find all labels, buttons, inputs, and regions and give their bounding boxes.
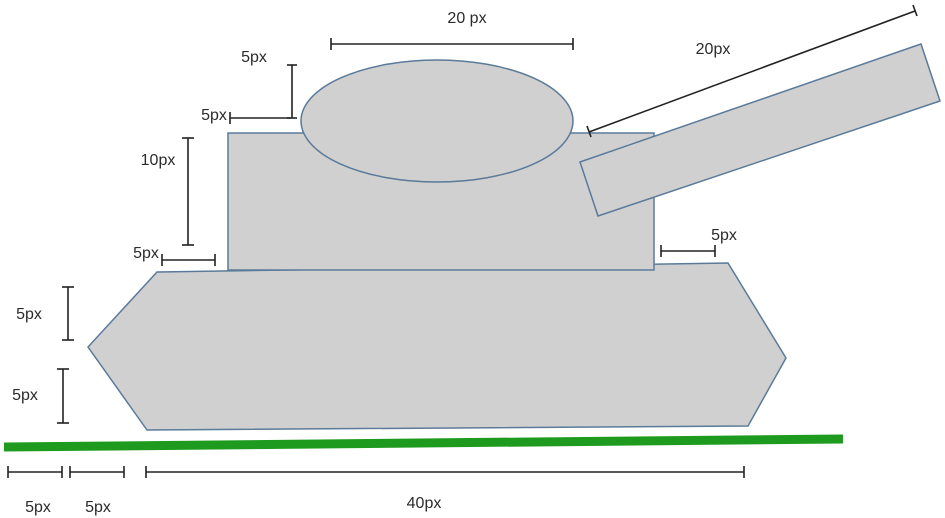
tank-barrel	[579, 43, 941, 217]
dimension-bottom-length	[145, 466, 745, 478]
dimension-body-inset-left	[161, 254, 216, 266]
ground-line	[3, 434, 844, 452]
dimension-body-height	[182, 137, 194, 246]
dimension-body-inset-right	[660, 245, 716, 257]
tank-turret	[300, 59, 574, 183]
label-bottom-length: 40px	[407, 495, 442, 512]
dimension-turret-width	[330, 38, 574, 50]
label-hull-lower: 5px	[12, 387, 38, 404]
dimension-turret-height	[287, 64, 297, 119]
label-turret-offset: 5px	[201, 107, 227, 124]
label-bottom-left-2: 5px	[85, 499, 111, 516]
label-body-inset-right: 5px	[711, 227, 737, 244]
dimension-turret-offset	[229, 112, 290, 124]
label-body-inset-left: 5px	[133, 245, 159, 262]
label-hull-upper: 5px	[16, 306, 42, 323]
label-turret-height: 5px	[241, 49, 267, 66]
dimension-bottom-left-1	[7, 466, 63, 478]
label-barrel-length: 20px	[696, 41, 731, 58]
label-bottom-left-1: 5px	[25, 499, 51, 516]
dimension-hull-upper	[62, 286, 74, 341]
dimension-hull-lower	[57, 368, 69, 424]
tank-hull	[87, 262, 787, 431]
label-body-height: 10px	[141, 152, 176, 169]
dimension-barrel-length	[586, 4, 918, 138]
dimension-bottom-left-2	[69, 466, 125, 478]
label-turret-width: 20 px	[447, 10, 486, 27]
